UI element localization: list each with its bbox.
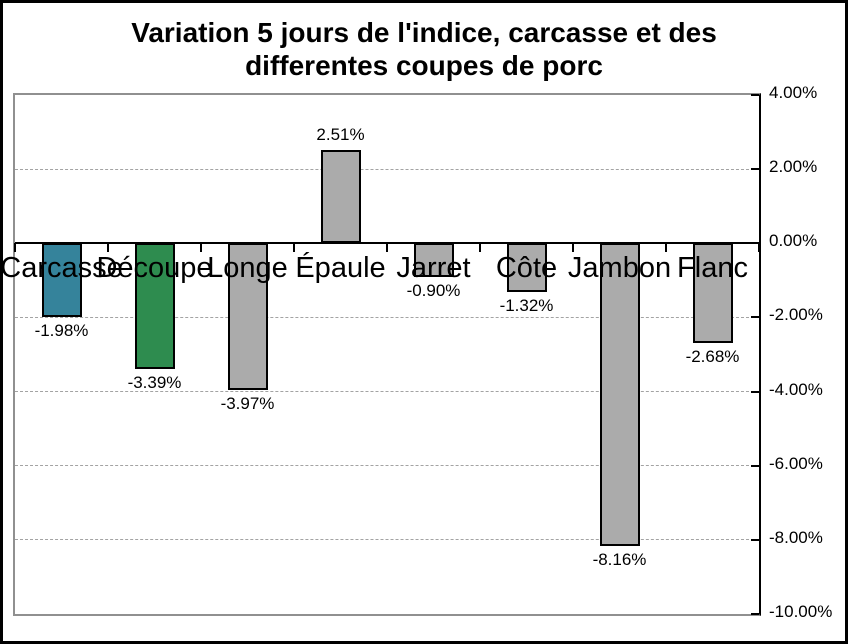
y-axis-tick	[751, 538, 759, 541]
plot-area: -1.98% Carcasse -3.39% Découpe -3.97% Longe 2.…	[3, 93, 761, 616]
y-tick-label: -8.00%	[769, 527, 823, 547]
y-tick-label: -10.00%	[769, 602, 833, 621]
category-label: Découpe	[96, 252, 213, 285]
bar	[413, 243, 454, 277]
bar	[227, 243, 268, 391]
chart-title: Variation 5 jours de l'indice, carcasse …	[3, 16, 845, 82]
bar	[599, 243, 640, 546]
x-axis-tick	[572, 243, 574, 253]
y-tick-label: 0.00%	[769, 231, 818, 251]
y-axis-tick	[751, 316, 759, 319]
x-axis-tick	[200, 243, 202, 253]
value-label: -3.97%	[220, 394, 275, 414]
x-axis-tick	[479, 243, 481, 253]
value-label: -2.68%	[685, 346, 740, 366]
x-axis-tick	[293, 243, 295, 253]
value-label: -0.90%	[406, 280, 461, 300]
category-label: Épaule	[295, 252, 386, 285]
value-label: -3.39%	[127, 372, 182, 392]
value-label: -1.98%	[34, 320, 89, 340]
category-label: Flanc	[677, 252, 748, 285]
y-tick-label: -6.00%	[769, 453, 823, 473]
category-label: Longe	[207, 252, 288, 285]
category-label: Carcasse	[0, 252, 123, 285]
chart-title-line1: Variation 5 jours de l'indice, carcasse …	[131, 17, 717, 48]
y-tick-label: 4.00%	[769, 83, 818, 102]
y-axis-tick	[751, 390, 759, 393]
y-axis-tick	[751, 168, 759, 171]
gridline	[15, 316, 759, 318]
gridline	[15, 168, 759, 170]
gridline	[15, 539, 759, 541]
x-axis-tick	[14, 243, 16, 253]
y-tick-label: 2.00%	[769, 157, 818, 177]
x-axis-tick	[107, 243, 109, 253]
value-label: 2.51%	[316, 125, 365, 145]
x-axis-tick	[758, 243, 760, 253]
x-axis-tick	[665, 243, 667, 253]
x-axis-tick	[386, 243, 388, 253]
category-label: Jambon	[567, 252, 672, 285]
bar	[320, 150, 361, 244]
y-axis-tick	[751, 464, 759, 467]
value-label: -8.16%	[592, 549, 647, 569]
y-axis-tick	[751, 242, 759, 245]
category-label: Côte	[495, 252, 558, 285]
chart-title-line2: differentes coupes de porc	[245, 50, 603, 81]
gridline	[15, 391, 759, 393]
y-axis-tick	[751, 613, 759, 615]
category-label: Jarret	[396, 252, 471, 285]
y-tick-label: -4.00%	[769, 379, 823, 399]
y-tick-label: -2.00%	[769, 305, 823, 325]
bar	[692, 243, 733, 343]
y-axis-tick	[751, 94, 759, 96]
bar	[134, 243, 175, 369]
bar	[506, 243, 547, 293]
gridline	[15, 465, 759, 467]
bar	[41, 243, 82, 317]
value-label: -1.32%	[499, 296, 554, 316]
